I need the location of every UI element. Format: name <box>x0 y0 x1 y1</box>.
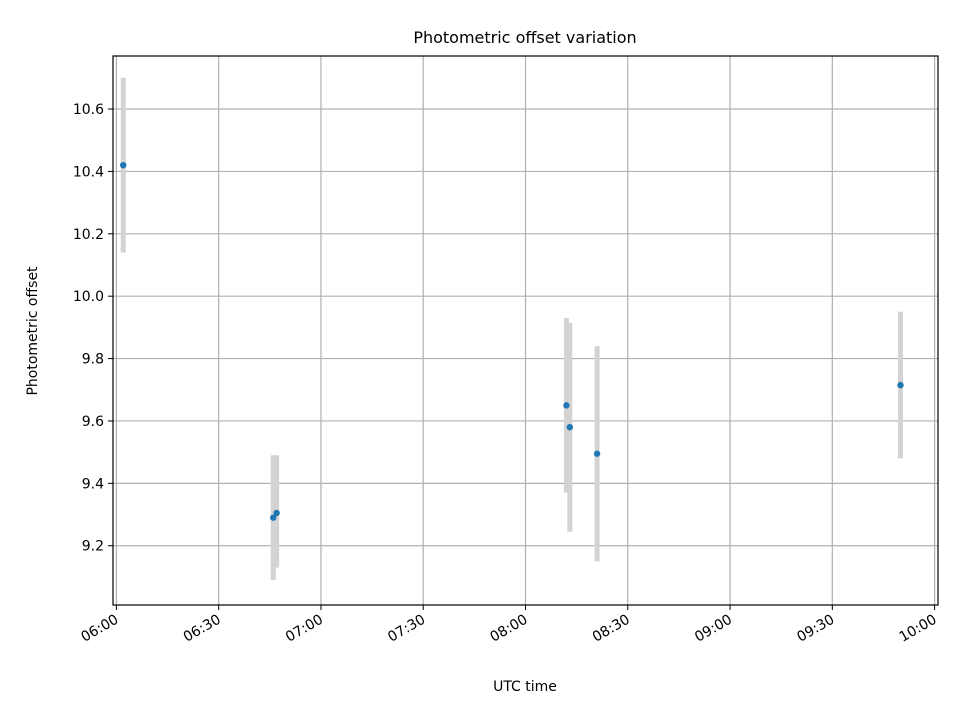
y-axis-label: Photometric offset <box>25 266 41 396</box>
data-points <box>120 161 904 521</box>
y-tick-label: 9.8 <box>82 352 104 368</box>
data-point <box>270 514 277 521</box>
x-tick-label: 06:00 <box>78 612 121 646</box>
y-axis: 9.2 9.4 9.6 9.8 10.0 10.2 10.4 10.6 <box>73 102 113 555</box>
x-axis: 06:00 06:30 07:00 07:30 08:00 08:30 09:00 09:30… <box>78 605 940 646</box>
data-point <box>120 161 127 169</box>
y-tick-label: 9.2 <box>82 539 104 555</box>
data-point <box>566 423 574 431</box>
y-tick-label: 9.6 <box>82 414 104 430</box>
x-tick-label: 09:30 <box>794 612 837 646</box>
data-point <box>593 450 601 457</box>
data-point <box>563 402 570 409</box>
x-tick-label: 09:00 <box>692 612 735 646</box>
x-tick-label: 08:30 <box>590 612 633 646</box>
y-tick-label: 10.6 <box>73 102 104 118</box>
y-tick-label: 9.4 <box>82 476 104 492</box>
error-bars <box>120 77 903 581</box>
x-tick-label: 07:00 <box>283 612 326 646</box>
chart-title: Photometric offset variation <box>413 28 636 47</box>
x-tick-label: 10:00 <box>897 612 940 646</box>
x-tick-label: 06:30 <box>181 612 224 646</box>
y-tick-label: 10.2 <box>73 227 104 243</box>
data-point <box>273 509 280 517</box>
x-tick-label: 08:00 <box>488 612 531 646</box>
x-tick-label: 07:30 <box>385 612 428 646</box>
grid <box>113 56 938 605</box>
y-tick-label: 10.0 <box>73 289 104 305</box>
y-tick-label: 10.4 <box>73 164 104 180</box>
x-axis-label: UTC time <box>493 679 557 695</box>
data-point <box>897 381 904 389</box>
